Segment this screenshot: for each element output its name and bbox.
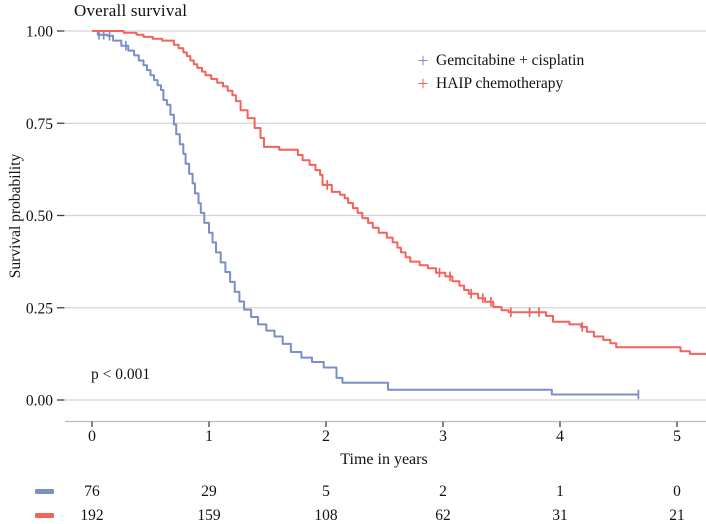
legend-label: HAIP chemotherapy [436,74,564,92]
survival-curve-haip [92,30,706,355]
plus-marker-icon: + [417,49,429,72]
legend: + Gemcitabine + cisplatin + HAIP chemoth… [410,49,584,95]
p-value-annotation: p < 0.001 [91,366,151,383]
survival-curve-gemcitabine [92,30,639,396]
y-axis-title: Survival probability [7,153,24,279]
x-tick-label: 3 [439,428,447,445]
x-tick-label: 5 [673,428,681,445]
legend-item-haip: + HAIP chemotherapy [410,72,584,95]
x-tick-label: 1 [205,428,213,445]
chart-title: Overall survival [74,1,188,20]
y-tick-label: 0.25 [26,300,53,317]
legend-item-gemcitabine: + Gemcitabine + cisplatin [410,49,584,72]
plus-marker-icon: + [417,72,429,95]
y-tick-label: 0.00 [26,393,53,410]
x-tick-label: 0 [88,428,96,445]
y-tick-label: 0.75 [26,116,53,133]
x-axis-title: Time in years [340,451,428,468]
x-tick-label: 4 [556,428,564,445]
y-tick-label: 1.00 [26,24,53,41]
y-tick-label: 0.50 [26,208,53,225]
x-tick-label: 2 [322,428,330,445]
legend-label: Gemcitabine + cisplatin [436,51,585,69]
